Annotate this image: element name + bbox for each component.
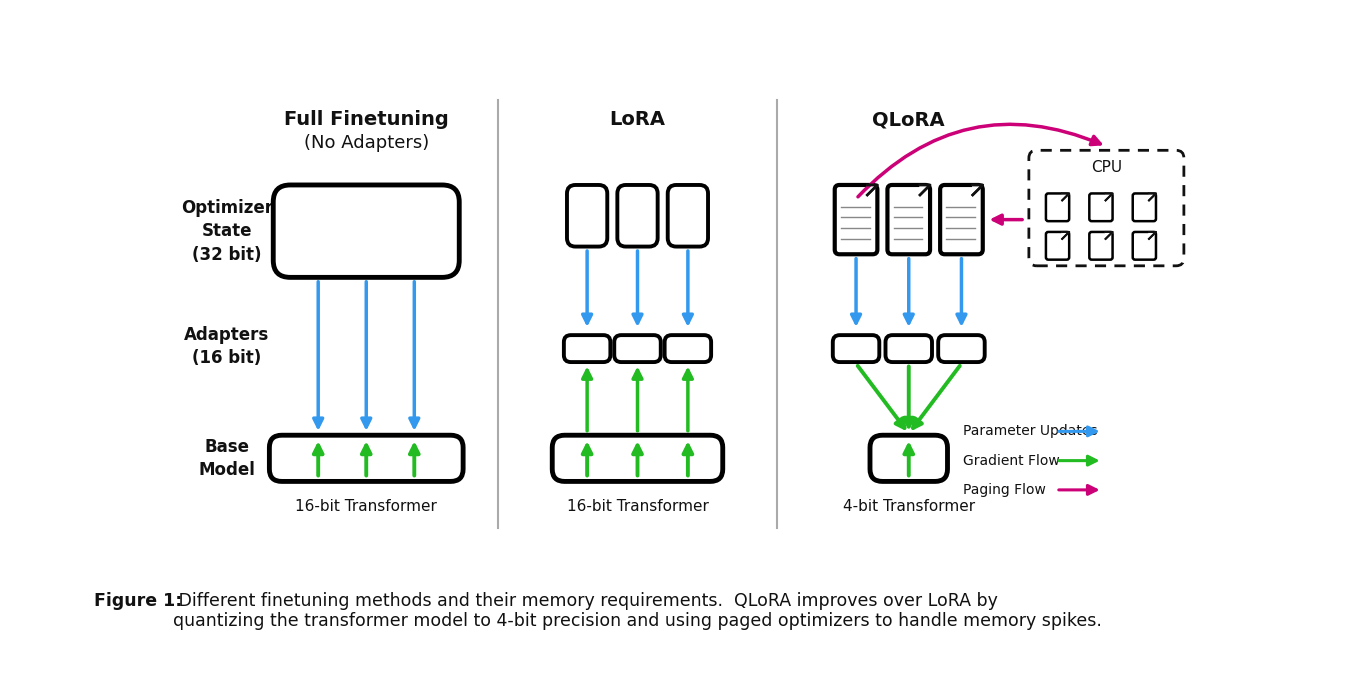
FancyBboxPatch shape: [1133, 232, 1156, 259]
Polygon shape: [1106, 193, 1113, 200]
Text: Gradient Flow: Gradient Flow: [963, 453, 1060, 468]
Text: CPU: CPU: [1091, 160, 1122, 175]
FancyBboxPatch shape: [614, 335, 661, 362]
Text: QLoRA: QLoRA: [873, 110, 946, 129]
FancyBboxPatch shape: [1029, 150, 1184, 266]
FancyBboxPatch shape: [668, 185, 708, 246]
Text: Parameter Updates: Parameter Updates: [963, 424, 1098, 438]
FancyBboxPatch shape: [567, 185, 607, 246]
FancyBboxPatch shape: [1045, 193, 1070, 221]
Polygon shape: [1062, 193, 1070, 200]
Text: Base
Model: Base Model: [198, 438, 255, 479]
FancyBboxPatch shape: [270, 436, 463, 482]
FancyBboxPatch shape: [885, 335, 932, 362]
Text: Optimizer
State
(32 bit): Optimizer State (32 bit): [181, 199, 272, 264]
Text: 16-bit Transformer: 16-bit Transformer: [567, 499, 708, 513]
Text: Adapters
(16 bit): Adapters (16 bit): [183, 326, 270, 367]
FancyBboxPatch shape: [1090, 193, 1113, 221]
Text: Figure 1:: Figure 1:: [94, 592, 183, 610]
FancyBboxPatch shape: [835, 185, 877, 255]
FancyBboxPatch shape: [940, 185, 983, 255]
FancyBboxPatch shape: [870, 436, 947, 482]
Polygon shape: [973, 185, 983, 195]
Text: 4-bit Transformer: 4-bit Transformer: [843, 499, 975, 513]
FancyBboxPatch shape: [1133, 193, 1156, 221]
Polygon shape: [867, 185, 877, 195]
FancyBboxPatch shape: [938, 335, 985, 362]
Text: Paging Flow: Paging Flow: [963, 483, 1045, 497]
FancyBboxPatch shape: [564, 335, 610, 362]
Polygon shape: [1149, 193, 1156, 200]
Text: Full Finetuning: Full Finetuning: [283, 110, 449, 129]
Text: (No Adapters): (No Adapters): [304, 133, 429, 151]
Polygon shape: [1149, 232, 1156, 239]
FancyBboxPatch shape: [888, 185, 929, 255]
Polygon shape: [920, 185, 929, 195]
Text: 16-bit Transformer: 16-bit Transformer: [295, 499, 437, 513]
FancyBboxPatch shape: [832, 335, 880, 362]
Polygon shape: [1106, 232, 1113, 239]
FancyBboxPatch shape: [665, 335, 711, 362]
FancyBboxPatch shape: [618, 185, 658, 246]
FancyBboxPatch shape: [552, 436, 723, 482]
Text: LoRA: LoRA: [610, 110, 665, 129]
Polygon shape: [1062, 232, 1070, 239]
FancyBboxPatch shape: [1045, 232, 1070, 259]
FancyBboxPatch shape: [1090, 232, 1113, 259]
Text: Different finetuning methods and their memory requirements.  QLoRA improves over: Different finetuning methods and their m…: [173, 592, 1102, 630]
FancyBboxPatch shape: [274, 185, 459, 277]
